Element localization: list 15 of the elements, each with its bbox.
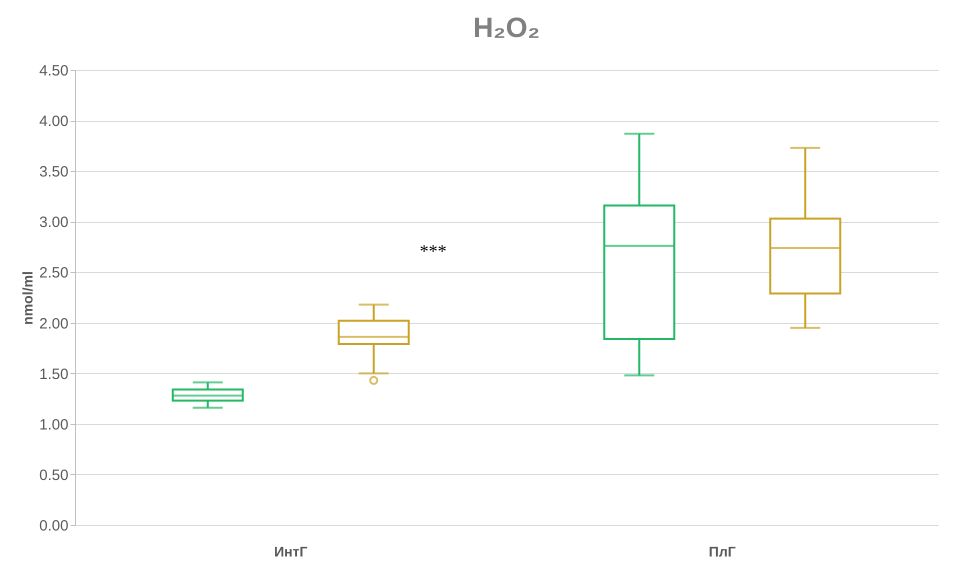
- y-tick-label: 3.00: [39, 214, 68, 232]
- y-tick-label: 1.50: [39, 366, 68, 383]
- y-tick-label: 4.00: [39, 113, 68, 130]
- y-tick-label: 1.00: [39, 416, 68, 434]
- chart-title: H₂O₂: [473, 12, 540, 43]
- y-tick-label: 2.50: [39, 264, 68, 282]
- y-tick-label: 0.00: [39, 518, 68, 534]
- y-tick-label: 4.50: [39, 62, 68, 80]
- y-tick-label: 3.50: [39, 164, 68, 181]
- annotation: ***: [420, 241, 447, 261]
- y-axis-title: nmol/ml: [19, 271, 36, 325]
- y-tick-label: 0.50: [39, 466, 68, 484]
- y-tick-label: 2.00: [39, 315, 68, 332]
- x-tick-label: ИнтГ: [274, 544, 308, 560]
- x-tick-label: ПлГ: [708, 544, 736, 560]
